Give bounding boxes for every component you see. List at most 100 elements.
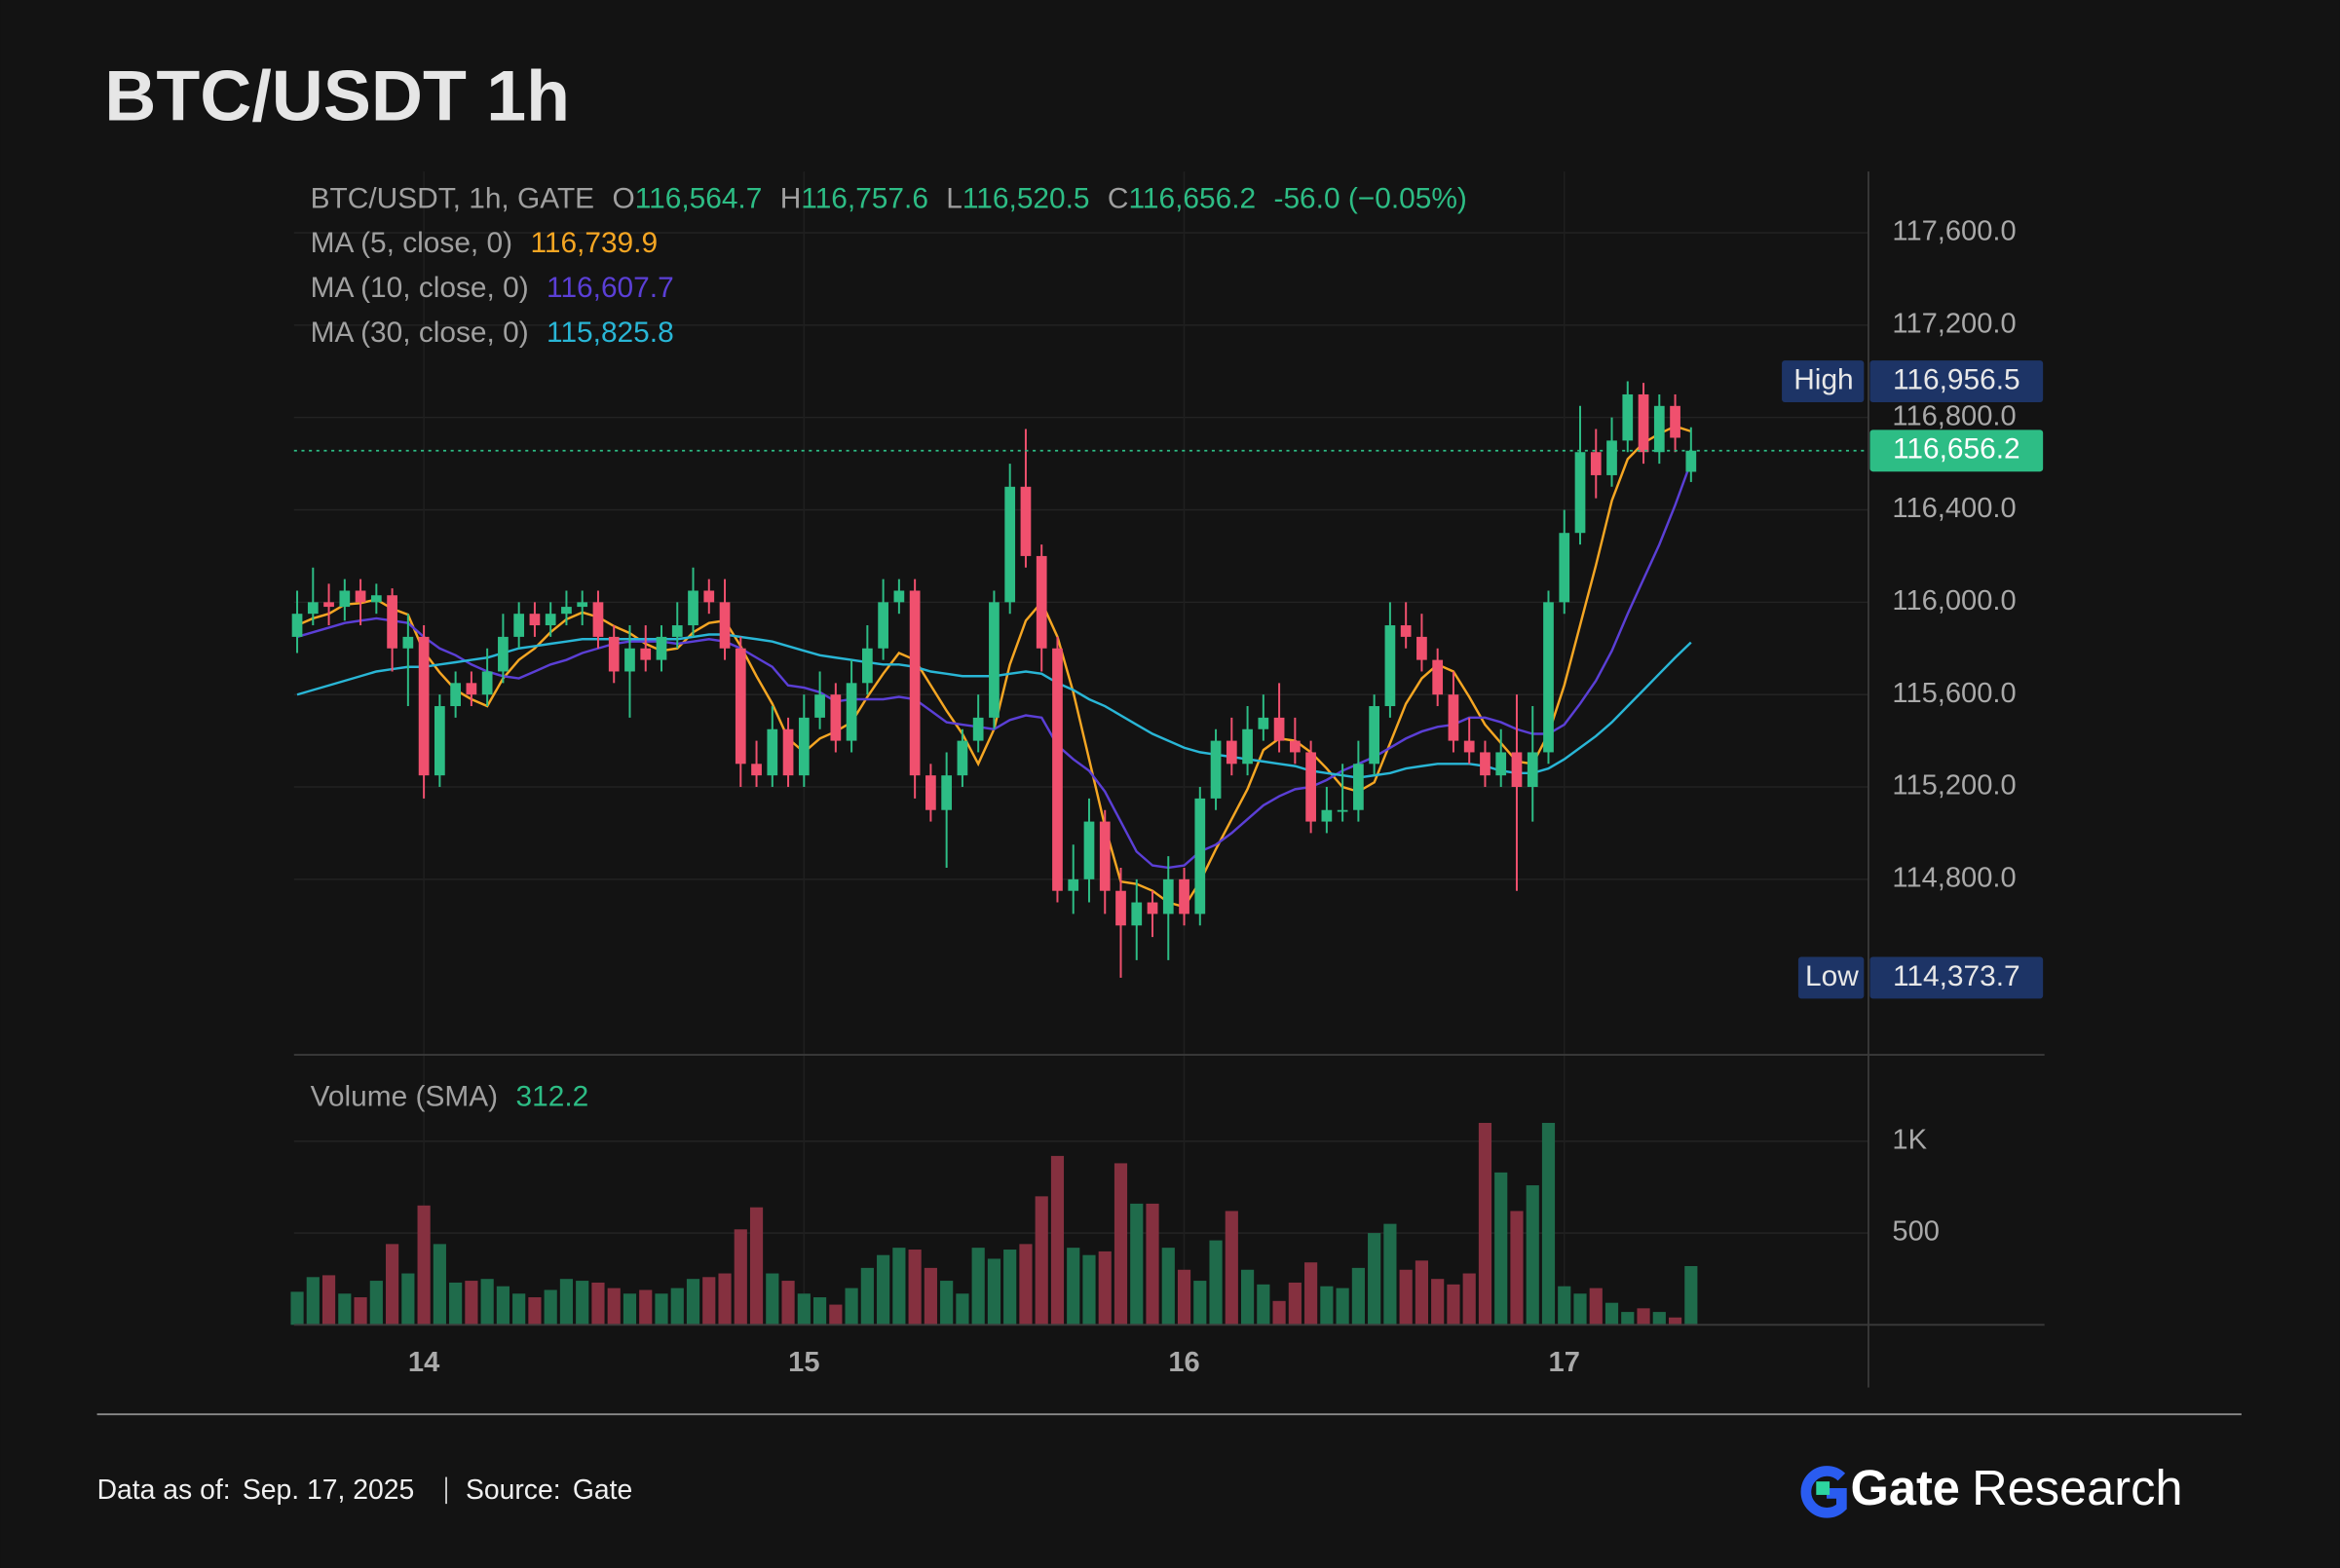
candle-body: [1543, 602, 1554, 753]
y-tick-label: 116,400.0: [1892, 493, 2016, 524]
candle-body: [1685, 450, 1697, 472]
volume-bar: [1067, 1248, 1080, 1325]
ohlc-legend: BTC/USDT, 1h, GATE O116,564.7 H116,757.6 L1…: [311, 182, 1467, 214]
y-tick-label: 117,200.0: [1892, 309, 2016, 340]
volume-bar: [417, 1205, 431, 1325]
volume-bar: [576, 1281, 589, 1325]
candle-body: [893, 590, 905, 603]
candle-body: [291, 614, 303, 637]
volume-bar: [908, 1250, 922, 1325]
candle-body: [735, 648, 746, 765]
marker-value: 114,373.7: [1893, 960, 2020, 992]
volume-bar: [1019, 1244, 1033, 1325]
candle-body: [1527, 752, 1538, 788]
candle-body: [387, 595, 397, 649]
volume-bar: [987, 1258, 1001, 1325]
volume-bar: [686, 1279, 700, 1325]
candle-body: [1147, 902, 1158, 915]
volume-bar: [1193, 1281, 1207, 1325]
volume-bar: [1288, 1282, 1302, 1325]
volume-bar: [1225, 1211, 1238, 1325]
volume-bar: [956, 1293, 969, 1325]
volume-bar: [306, 1277, 320, 1325]
candle-body: [1353, 764, 1364, 810]
volume-bar: [1478, 1122, 1492, 1325]
marker-key-box: [1782, 360, 1865, 403]
volume-bar: [892, 1248, 906, 1325]
volume-bar: [749, 1207, 764, 1325]
candle-body: [1242, 728, 1253, 765]
ma-legend-entry: MA (30, close, 0) 115,825.8: [311, 317, 674, 349]
volume-bar: [845, 1288, 858, 1325]
candle-body: [624, 648, 635, 672]
volume-bar: [1558, 1286, 1571, 1325]
volume-bar: [528, 1297, 542, 1325]
logo-square: [1816, 1481, 1830, 1495]
ma-legend: MA (5, close, 0) 116,739.9MA (10, close, …: [311, 227, 674, 349]
candle-body: [1400, 625, 1412, 637]
candle-body: [798, 717, 810, 776]
volume-bar: [1161, 1248, 1175, 1325]
volume-label: Volume (SMA): [311, 1080, 498, 1112]
candle-body: [339, 590, 351, 608]
candle-body: [1511, 752, 1523, 788]
volume-bar: [1272, 1300, 1286, 1325]
marker-key: High: [1793, 363, 1853, 395]
candle-body: [878, 602, 888, 649]
volume-bar: [1652, 1312, 1666, 1325]
volume-bar: [1494, 1172, 1508, 1325]
candle-body: [814, 694, 825, 718]
candle-body: [1036, 555, 1047, 649]
volume-bar: [1082, 1254, 1096, 1325]
candle-body: [466, 683, 477, 695]
y-tick-label: 115,200.0: [1892, 770, 2016, 802]
volume-bar: [321, 1275, 336, 1325]
volume-bar: [449, 1282, 463, 1325]
candle-body: [1369, 706, 1380, 765]
candle-body: [577, 602, 588, 608]
volume-bar: [1462, 1273, 1476, 1325]
volume-bar: [1668, 1317, 1682, 1325]
candle-body: [1273, 717, 1285, 741]
y-tick-label: 115,600.0: [1892, 678, 2016, 709]
candle-body: [1337, 809, 1348, 812]
candle-body: [513, 614, 525, 637]
price-tags: 116,656.2 High 116,956.5 Low 114,373.7: [293, 360, 2044, 999]
date-key: Data as of:: [97, 1475, 231, 1506]
volume-bar: [766, 1273, 779, 1325]
candle-body: [1590, 452, 1602, 475]
volume-bar: [496, 1286, 510, 1325]
candle-body: [1574, 452, 1586, 534]
legend-value: 116,757.6: [801, 182, 928, 214]
volume-bar: [1035, 1196, 1048, 1325]
candle-body: [656, 636, 667, 660]
marker-value: 116,956.5: [1893, 363, 2020, 395]
volume-bar: [1336, 1288, 1349, 1325]
volume-bar: [655, 1293, 668, 1325]
volume-bar: [1637, 1308, 1650, 1325]
volume-bar: [1098, 1251, 1112, 1325]
x-tick-label: 14: [408, 1347, 440, 1378]
candle-body: [434, 706, 445, 776]
last-price-label: 116,656.2: [1893, 433, 2020, 466]
candle-body: [498, 636, 509, 672]
candle-body: [957, 740, 968, 776]
volume-tick-label: 1K: [1892, 1125, 1927, 1156]
candle-body: [529, 614, 541, 626]
symbol: BTC/USDT, 1h, GATE: [311, 182, 594, 214]
volume-bar: [1431, 1279, 1445, 1325]
volume-bar: [401, 1273, 415, 1325]
candle-body: [751, 764, 762, 776]
candle-body: [925, 775, 936, 810]
volume-bar: [1257, 1284, 1270, 1325]
candle-body: [1638, 393, 1649, 453]
candle-body: [418, 636, 430, 776]
volume-bar: [670, 1288, 684, 1325]
volume-bar: [1320, 1286, 1334, 1325]
brand-logo: Gate Research: [1800, 1460, 2183, 1518]
ma-legend-entry: MA (5, close, 0) 116,739.9: [311, 227, 658, 259]
candle-body: [1289, 740, 1301, 753]
x-tick-label: 15: [788, 1347, 819, 1378]
